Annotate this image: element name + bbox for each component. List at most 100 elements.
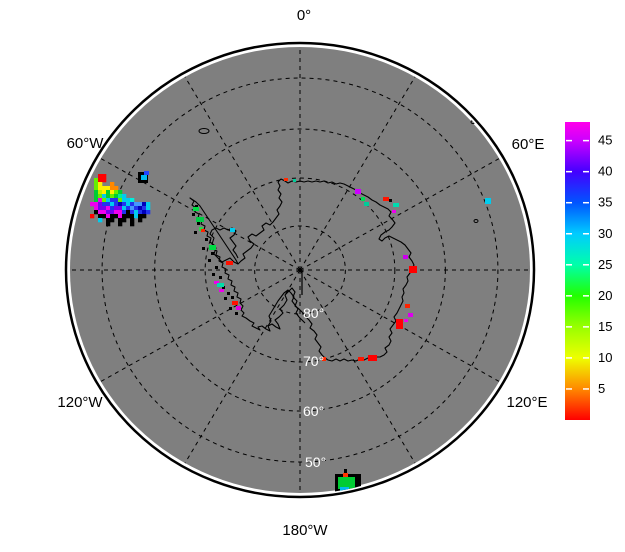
island-speck <box>235 312 238 315</box>
colorbar-ticks <box>566 139 589 390</box>
patch-cell <box>110 202 115 207</box>
patch-cell <box>146 202 151 207</box>
data-dot <box>409 266 417 273</box>
antarctica-mainland <box>189 178 415 362</box>
patch-cell <box>110 190 115 195</box>
patch-cell <box>98 198 103 203</box>
colorbar-label-5: 5 <box>598 381 605 396</box>
island-speck <box>219 276 222 279</box>
patch-cell <box>126 198 131 203</box>
meridian-line-210 <box>184 269 301 464</box>
patch-cell <box>114 206 119 211</box>
longitude-labels: 0° 60°W 60°E 120°W 120°E 180°W <box>57 7 547 539</box>
patch-cell <box>126 202 131 207</box>
patch-cell <box>114 214 119 219</box>
patch-cell <box>110 206 115 211</box>
patch-cell <box>98 210 103 215</box>
data-dot <box>383 197 389 201</box>
island-speck <box>227 292 230 295</box>
small-island-east-1 <box>473 219 479 223</box>
meridian-line-240 <box>100 269 301 382</box>
patch-cell <box>98 182 103 187</box>
data-dot <box>355 189 361 194</box>
island-speck <box>195 205 198 208</box>
data-dot <box>368 355 377 361</box>
data-patch-layer <box>90 174 151 227</box>
data-dot <box>322 357 326 361</box>
patch-cell <box>98 202 103 207</box>
patch-cell <box>138 214 143 219</box>
island-speck <box>192 213 195 216</box>
data-dot <box>358 357 364 361</box>
patch-cell <box>138 202 143 207</box>
patch-cell <box>94 202 99 207</box>
patch-cell <box>94 198 99 203</box>
island-speck <box>197 222 200 225</box>
data-dot <box>364 202 369 206</box>
patch-cell <box>102 214 107 219</box>
ronne-ice-shelf-edge <box>209 227 239 265</box>
patch-cell <box>122 210 127 215</box>
patch-cell <box>118 202 123 207</box>
patch-cell <box>106 218 111 223</box>
patch-cell <box>114 202 119 207</box>
longitude-label-120°E: 120°E <box>506 394 547 411</box>
island-speck <box>229 307 232 310</box>
patch-cell <box>110 186 115 191</box>
patch-cell <box>106 190 111 195</box>
patch-cell <box>98 194 103 199</box>
data-dot <box>232 301 238 305</box>
patch-cell <box>142 202 147 207</box>
patch-cell <box>90 202 95 207</box>
colorbar: 45 40 35 30 25 20 15 10 5 <box>565 122 612 420</box>
longitude-label-60°E: 60°E <box>512 136 545 153</box>
patch-cell <box>126 214 131 219</box>
meridian-line-150 <box>299 269 416 464</box>
patch-cell <box>110 210 115 215</box>
patch-cell <box>118 218 123 223</box>
latitude-label-80°: 80° <box>303 305 324 321</box>
data-dot <box>144 171 149 175</box>
colorbar-label-35: 35 <box>598 195 612 210</box>
island-speck <box>202 247 205 250</box>
patch-cell <box>130 206 135 211</box>
colorbar-label-10: 10 <box>598 350 612 365</box>
patch-cell <box>122 206 127 211</box>
patch-cell <box>122 198 127 203</box>
colorbar-label-25: 25 <box>598 257 612 272</box>
data-dot <box>217 283 224 287</box>
patch-cell <box>118 206 123 211</box>
island-speck <box>212 273 215 276</box>
data-dot <box>361 197 365 201</box>
patch-cell <box>122 218 127 223</box>
patch-cell <box>90 214 95 219</box>
patch-cell <box>118 210 123 215</box>
patch-cell <box>118 214 123 219</box>
data-dot <box>393 203 399 207</box>
meridian-line-330 <box>184 76 301 271</box>
patch-cell <box>122 214 127 219</box>
patch-cell <box>114 190 119 195</box>
data-dot <box>226 261 233 265</box>
longitude-label-60°W: 60°W <box>67 135 105 152</box>
patch-cell <box>142 210 147 215</box>
patch-cell <box>102 194 107 199</box>
patch-cell <box>118 190 123 195</box>
meridian-line-60 <box>299 158 500 271</box>
island-speck <box>194 231 197 234</box>
patch-cell <box>106 206 111 211</box>
patch-cell <box>130 198 135 203</box>
patch-cell <box>142 214 147 219</box>
patch-cell <box>138 206 143 211</box>
data-dot <box>343 473 348 477</box>
patch-cell <box>94 182 99 187</box>
patch-cell <box>114 194 119 199</box>
patch-cell <box>106 202 111 207</box>
data-dot <box>219 289 224 292</box>
patch-cell <box>118 194 123 199</box>
data-dot <box>485 198 491 204</box>
patch-cell <box>114 198 119 203</box>
patch-cell <box>102 186 107 191</box>
patch-cell <box>106 222 111 227</box>
